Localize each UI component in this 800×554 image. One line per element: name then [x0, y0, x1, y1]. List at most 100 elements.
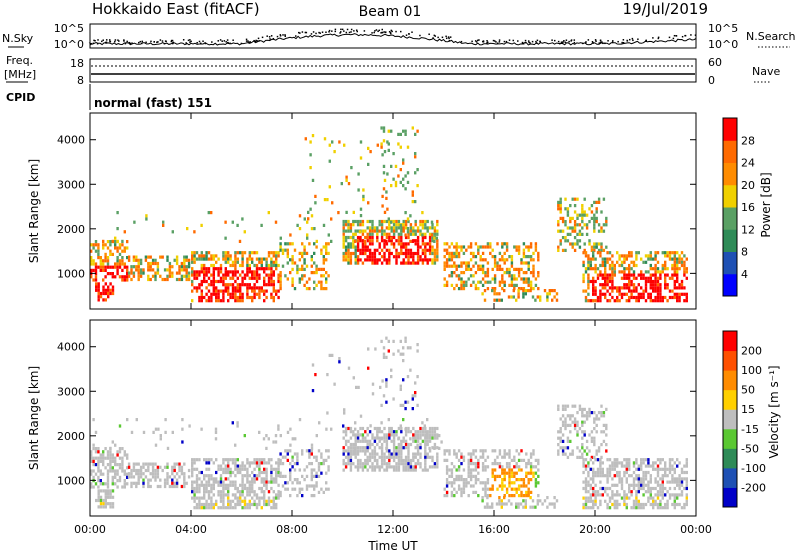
heatmap-cell	[683, 286, 686, 290]
heatmap-cell	[605, 449, 608, 453]
heatmap-cell	[380, 235, 384, 240]
heatmap-cell	[654, 254, 657, 258]
heatmap-cell	[241, 263, 244, 268]
heatmap-cell	[534, 481, 538, 485]
heatmap-cell	[260, 267, 263, 271]
heatmap-cell	[274, 220, 278, 224]
heatmap-cell	[126, 475, 129, 479]
noise-search-dot	[161, 40, 164, 42]
heatmap-cell	[647, 295, 650, 300]
heatmap-cell	[402, 446, 405, 450]
heatmap-cell	[212, 493, 215, 497]
heatmap-cell	[356, 458, 360, 463]
heatmap-cell	[585, 232, 589, 236]
heatmap-cell	[582, 279, 585, 284]
heatmap-cell	[229, 506, 232, 510]
heatmap-cell	[601, 257, 604, 261]
heatmap-cell	[267, 279, 271, 284]
heatmap-cell	[388, 452, 391, 456]
heatmap-cell	[191, 260, 194, 264]
heatmap-cell	[659, 276, 662, 280]
heatmap-cell	[517, 494, 521, 498]
heatmap-cell	[436, 219, 439, 224]
noise-search-dot	[123, 40, 125, 42]
heatmap-cell	[573, 204, 577, 208]
heatmap-cell	[498, 496, 501, 500]
heatmap-cell	[628, 474, 631, 478]
heatmap-cell	[649, 299, 652, 303]
heatmap-cell	[524, 289, 527, 293]
heatmap-cell	[561, 404, 565, 408]
noise-search-dot	[353, 30, 355, 32]
heatmap-cell	[310, 214, 314, 218]
heatmap-cell	[114, 262, 117, 266]
noise-search-dot	[109, 39, 111, 41]
noise-search-dot	[196, 41, 198, 44]
heatmap-cell	[642, 458, 645, 462]
heatmap-cell	[296, 481, 299, 485]
heatmap-cell	[513, 283, 516, 287]
heatmap-cell	[277, 276, 280, 280]
heatmap-cell	[373, 255, 377, 259]
heatmap-cell	[263, 283, 266, 287]
heatmap-cell	[127, 475, 131, 479]
heatmap-cell	[289, 427, 292, 431]
heatmap-cell	[277, 496, 280, 500]
heatmap-cell	[600, 210, 603, 214]
heatmap-cell	[525, 280, 528, 284]
heatmap-cell	[481, 496, 484, 500]
heatmap-cell	[354, 251, 357, 256]
noise-search-dot	[276, 35, 279, 38]
heatmap-cell	[246, 273, 249, 277]
heatmap-cell	[673, 279, 676, 284]
heatmap-cell	[625, 496, 628, 500]
noise-search-dot	[496, 42, 499, 45]
heatmap-cell	[416, 261, 420, 265]
heatmap-cell	[382, 129, 386, 133]
heatmap-cell	[649, 474, 652, 478]
colorbar-segment	[723, 118, 737, 141]
heatmap-cell	[387, 418, 390, 422]
heatmap-cell	[215, 286, 218, 290]
heatmap-cell	[525, 465, 528, 469]
heatmap-cell	[331, 353, 334, 357]
heatmap-cell	[460, 271, 463, 275]
noise-search-dot	[375, 29, 378, 31]
heatmap-cell	[246, 461, 249, 465]
heatmap-cell	[253, 251, 256, 255]
heatmap-cell	[203, 486, 206, 491]
heatmap-cell	[270, 260, 273, 264]
heatmap-cell	[649, 486, 652, 491]
heatmap-cell	[342, 468, 345, 472]
heatmap-cell	[462, 487, 466, 491]
heatmap-cell	[416, 433, 420, 437]
heatmap-cell	[628, 464, 631, 468]
heatmap-cell	[508, 484, 511, 488]
heatmap-cell	[318, 421, 321, 425]
heatmap-cell	[445, 242, 449, 246]
heatmap-cell	[397, 174, 400, 178]
heatmap-cell	[116, 272, 119, 276]
heatmap-cell	[185, 481, 188, 485]
heatmap-cell	[569, 417, 572, 421]
heatmap-cell	[592, 276, 595, 280]
heatmap-cell	[313, 474, 316, 478]
noise-right-label: N.Search	[746, 30, 796, 43]
heatmap-cell	[474, 242, 478, 246]
heatmap-cell	[354, 436, 357, 440]
noise-search-dot	[503, 40, 506, 43]
heatmap-cell	[263, 279, 266, 284]
heatmap-cell	[443, 267, 446, 271]
heatmap-cell	[477, 287, 480, 291]
heatmap-cell	[652, 273, 655, 277]
heatmap-cell	[671, 276, 674, 280]
heatmap-cell	[469, 258, 473, 262]
heatmap-cell	[263, 270, 266, 274]
heatmap-cell	[205, 480, 208, 484]
heatmap-cell	[582, 506, 585, 510]
heatmap-cell	[573, 404, 577, 408]
heatmap-cell	[517, 245, 521, 249]
heatmap-cell	[145, 214, 148, 218]
heatmap-cell	[94, 262, 98, 266]
heatmap-cell	[616, 474, 619, 478]
